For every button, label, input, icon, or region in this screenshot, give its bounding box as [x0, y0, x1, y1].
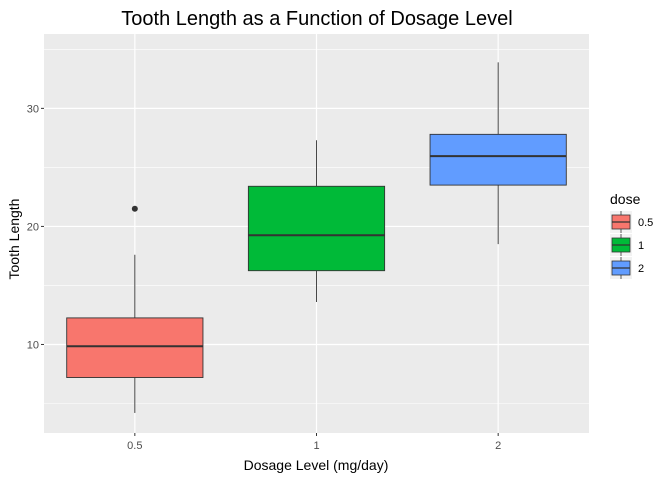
chart-title: Tooth Length as a Function of Dosage Lev…	[121, 8, 512, 30]
box-1	[247, 140, 386, 302]
legend-item-1: 1	[610, 234, 644, 256]
outlier-point	[131, 205, 138, 212]
box-0.5	[66, 205, 204, 413]
box-body	[66, 317, 204, 378]
legend: dose 0.5 1 2	[610, 191, 653, 279]
box-body	[247, 185, 386, 272]
box-2	[429, 62, 567, 245]
x-tick-label: 0.5	[127, 440, 142, 452]
x-tick-label: 2	[495, 440, 501, 452]
x-axis-title: Dosage Level (mg/day)	[244, 457, 389, 473]
legend-title: dose	[610, 191, 641, 207]
y-tick-label: 30	[27, 103, 39, 115]
legend-item-0.5: 0.5	[610, 211, 653, 233]
box-body	[429, 133, 567, 186]
x-tick-label: 1	[313, 440, 319, 452]
y-axis-ticks: 10 20 30	[27, 103, 44, 351]
legend-item-label: 2	[638, 263, 644, 275]
y-tick-label: 20	[27, 221, 39, 233]
y-axis-title: Tooth Length	[6, 199, 22, 280]
legend-item-label: 1	[638, 240, 644, 252]
legend-item-label: 0.5	[638, 217, 653, 229]
boxes	[66, 62, 567, 413]
y-tick-label: 10	[27, 339, 39, 351]
legend-item-2: 2	[610, 257, 644, 279]
x-axis-ticks: 0.5 1 2	[127, 433, 501, 452]
